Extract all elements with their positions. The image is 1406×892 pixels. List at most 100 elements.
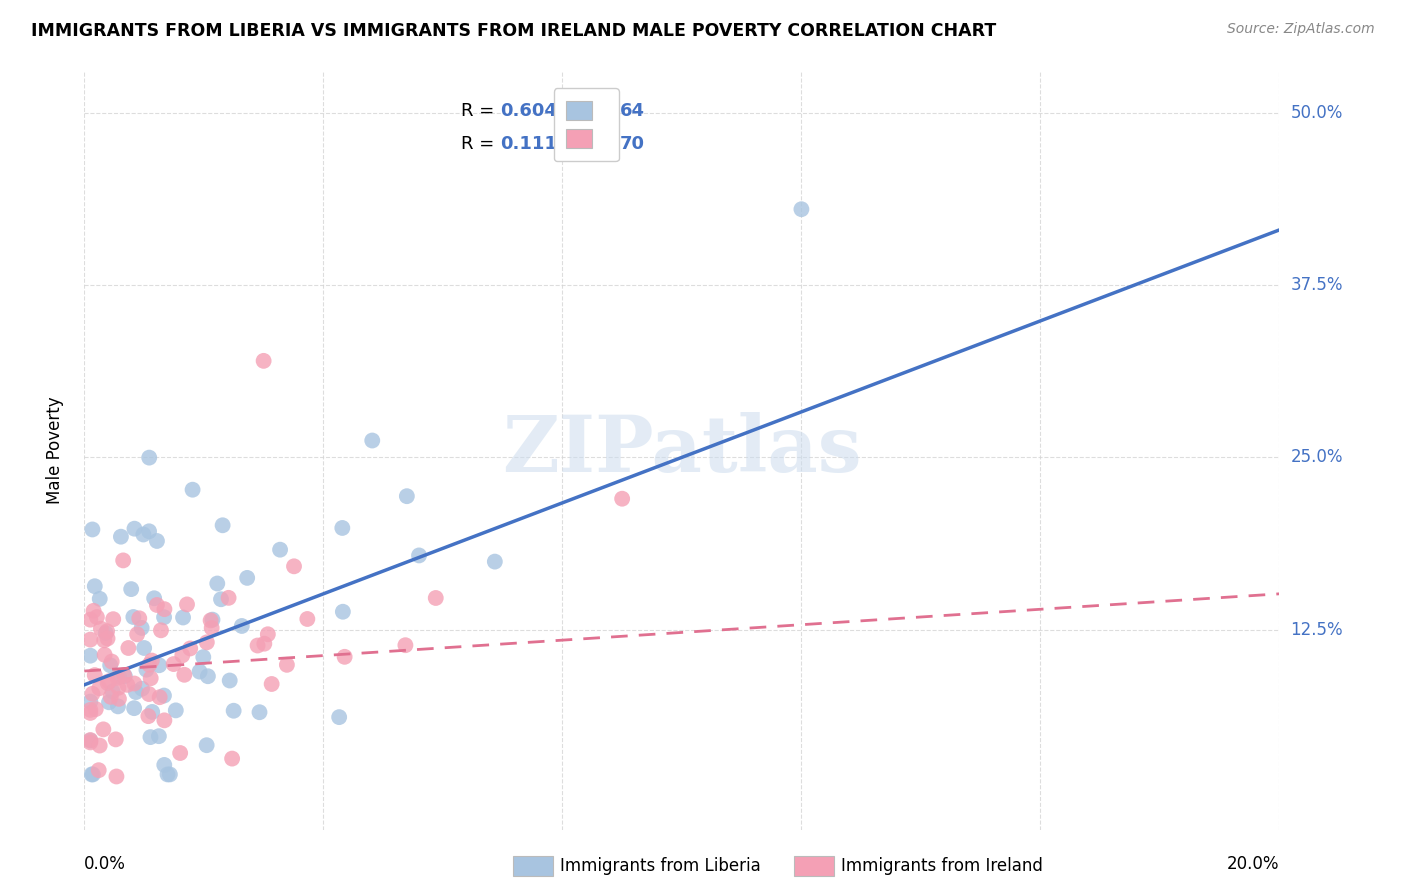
Text: 20.0%: 20.0%	[1227, 855, 1279, 872]
Point	[138, 687, 160, 701]
Text: N =: N =	[581, 102, 620, 120]
Point	[141, 705, 163, 719]
Point	[172, 610, 194, 624]
Text: 0.604: 0.604	[501, 102, 557, 120]
Point	[332, 605, 354, 619]
Point	[124, 522, 146, 536]
Point	[328, 710, 350, 724]
Point	[253, 354, 276, 368]
Point	[149, 624, 172, 638]
Point	[83, 668, 105, 682]
Point	[195, 635, 218, 649]
Point	[221, 751, 243, 765]
Point	[97, 676, 120, 690]
Point	[105, 769, 128, 783]
Point	[269, 542, 291, 557]
Point	[84, 702, 107, 716]
Point	[246, 639, 269, 653]
Point	[132, 527, 155, 541]
Point	[153, 602, 176, 616]
Point	[201, 621, 224, 635]
Point	[117, 678, 139, 692]
Point	[612, 491, 634, 506]
Point	[201, 613, 224, 627]
Point	[83, 604, 105, 618]
Point	[193, 650, 215, 665]
Point	[79, 648, 101, 663]
Point	[260, 677, 283, 691]
Point	[231, 619, 253, 633]
Point	[172, 648, 194, 663]
Point	[103, 612, 125, 626]
Point	[169, 746, 191, 760]
Point	[96, 624, 118, 639]
Text: ZIPatlas: ZIPatlas	[502, 412, 862, 489]
Point	[79, 695, 101, 709]
Point	[79, 632, 101, 647]
Point	[139, 730, 162, 744]
Point	[146, 533, 169, 548]
Point	[94, 626, 117, 640]
Point	[107, 671, 129, 685]
Text: 12.5%: 12.5%	[1291, 621, 1343, 639]
Text: 37.5%: 37.5%	[1291, 276, 1343, 294]
Point	[112, 553, 135, 567]
Point	[153, 758, 176, 772]
Point	[218, 673, 240, 688]
Point	[207, 576, 229, 591]
Point	[79, 613, 101, 627]
Point	[89, 681, 111, 696]
Point	[425, 591, 447, 605]
Point	[107, 681, 129, 695]
Point	[162, 657, 184, 671]
Point	[82, 523, 104, 537]
Point	[141, 654, 163, 668]
Point	[79, 735, 101, 749]
Point	[139, 671, 162, 685]
Point	[89, 591, 111, 606]
Point	[408, 549, 430, 563]
Point	[128, 611, 150, 625]
Point	[790, 202, 813, 217]
Point	[122, 701, 145, 715]
Point	[297, 612, 319, 626]
Text: 0.0%: 0.0%	[84, 855, 127, 872]
Text: Source: ZipAtlas.com: Source: ZipAtlas.com	[1227, 22, 1375, 37]
Point	[127, 627, 149, 641]
Point	[108, 670, 131, 684]
Point	[89, 739, 111, 753]
Point	[236, 571, 259, 585]
Text: R =: R =	[461, 135, 506, 153]
Point	[125, 685, 148, 699]
Point	[159, 767, 181, 781]
Point	[83, 579, 105, 593]
Text: 0.111: 0.111	[501, 135, 557, 153]
Point	[82, 767, 104, 781]
Text: Immigrants from Liberia: Immigrants from Liberia	[560, 857, 761, 875]
Point	[93, 648, 115, 662]
Point	[138, 524, 160, 539]
Point	[134, 640, 156, 655]
Point	[146, 598, 169, 612]
Point	[188, 665, 211, 679]
Point	[253, 637, 276, 651]
Point	[165, 703, 187, 717]
Point	[108, 691, 131, 706]
Point	[135, 663, 157, 677]
Point	[361, 434, 384, 448]
Point	[249, 705, 271, 719]
Point	[114, 669, 136, 683]
Point	[98, 658, 121, 673]
Point	[484, 555, 506, 569]
Point	[93, 723, 115, 737]
Point	[117, 640, 139, 655]
Point	[79, 703, 101, 717]
Point	[149, 690, 172, 705]
Point	[153, 610, 176, 624]
Point	[101, 684, 124, 698]
Point	[79, 733, 101, 747]
Point	[181, 483, 204, 497]
Point	[148, 658, 170, 673]
Point	[112, 668, 135, 682]
Point	[79, 706, 101, 720]
